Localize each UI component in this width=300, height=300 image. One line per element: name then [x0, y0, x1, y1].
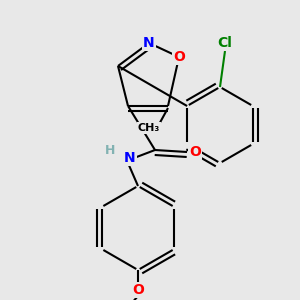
Text: H: H	[105, 143, 115, 157]
Text: O: O	[189, 145, 201, 159]
Text: Cl: Cl	[218, 36, 232, 50]
Text: CH₃: CH₃	[138, 123, 160, 133]
Text: O: O	[132, 283, 144, 297]
Text: N: N	[143, 36, 155, 50]
Text: N: N	[124, 151, 136, 165]
Text: O: O	[173, 50, 185, 64]
